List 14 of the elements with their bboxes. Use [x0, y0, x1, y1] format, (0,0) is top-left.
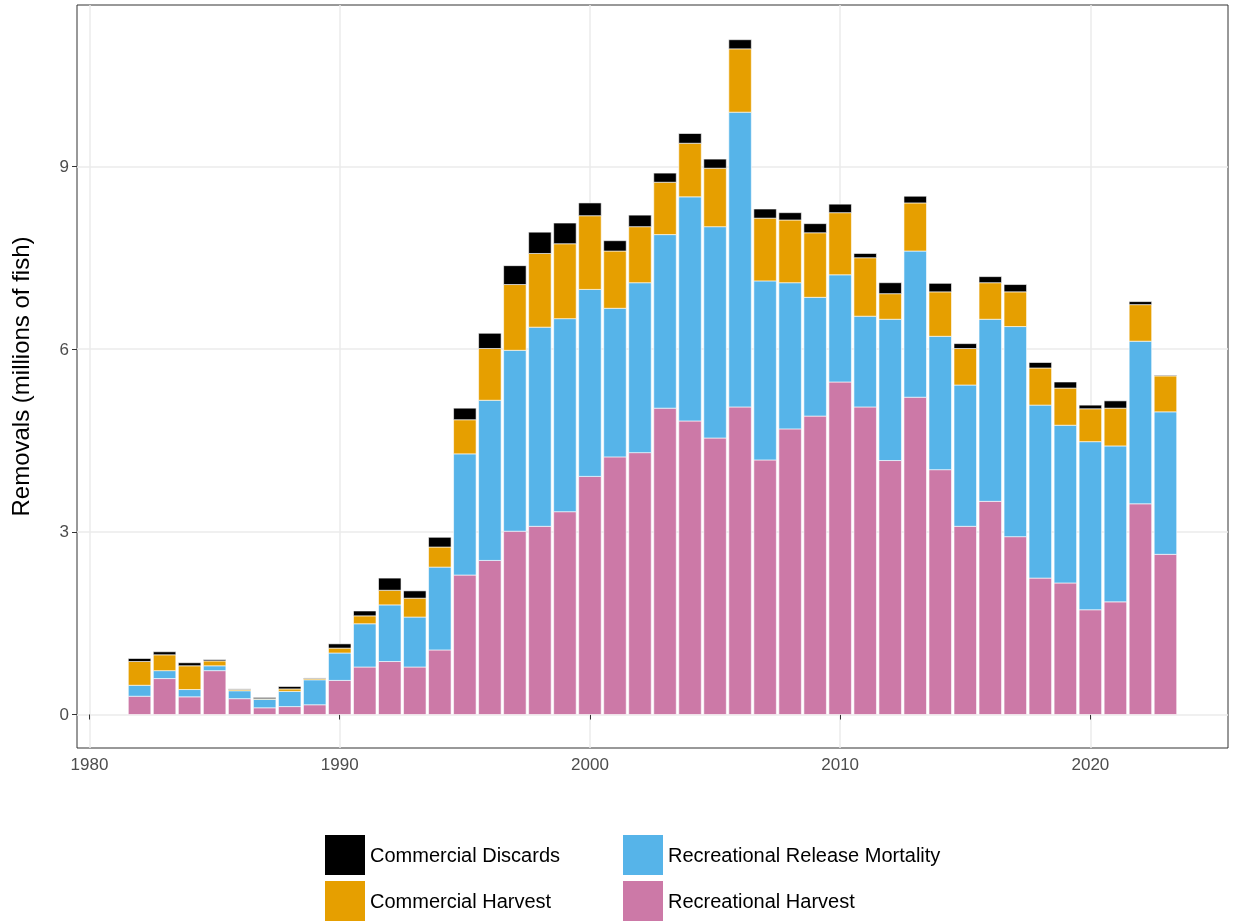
- legend-label: Recreational Harvest: [668, 890, 856, 912]
- x-tick-label: 2010: [821, 755, 860, 774]
- y-tick-label: 6: [59, 339, 69, 359]
- y-tick-label: 9: [59, 156, 69, 176]
- y-tick-label: 0: [59, 705, 69, 724]
- y-axis-title: Removals (millions of fish): [6, 236, 34, 517]
- x-tick-label: 2020: [1071, 755, 1110, 774]
- legend-label: Recreational Release Mortality: [668, 844, 941, 866]
- y-tick-label: 3: [59, 522, 69, 542]
- legend-label: Commercial Discards: [370, 844, 561, 866]
- legend-label: Commercial Harvest: [370, 890, 552, 912]
- x-tick-label: 1990: [320, 755, 359, 774]
- x-tick-label: 1980: [70, 755, 109, 774]
- x-tick-label: 2000: [571, 755, 609, 774]
